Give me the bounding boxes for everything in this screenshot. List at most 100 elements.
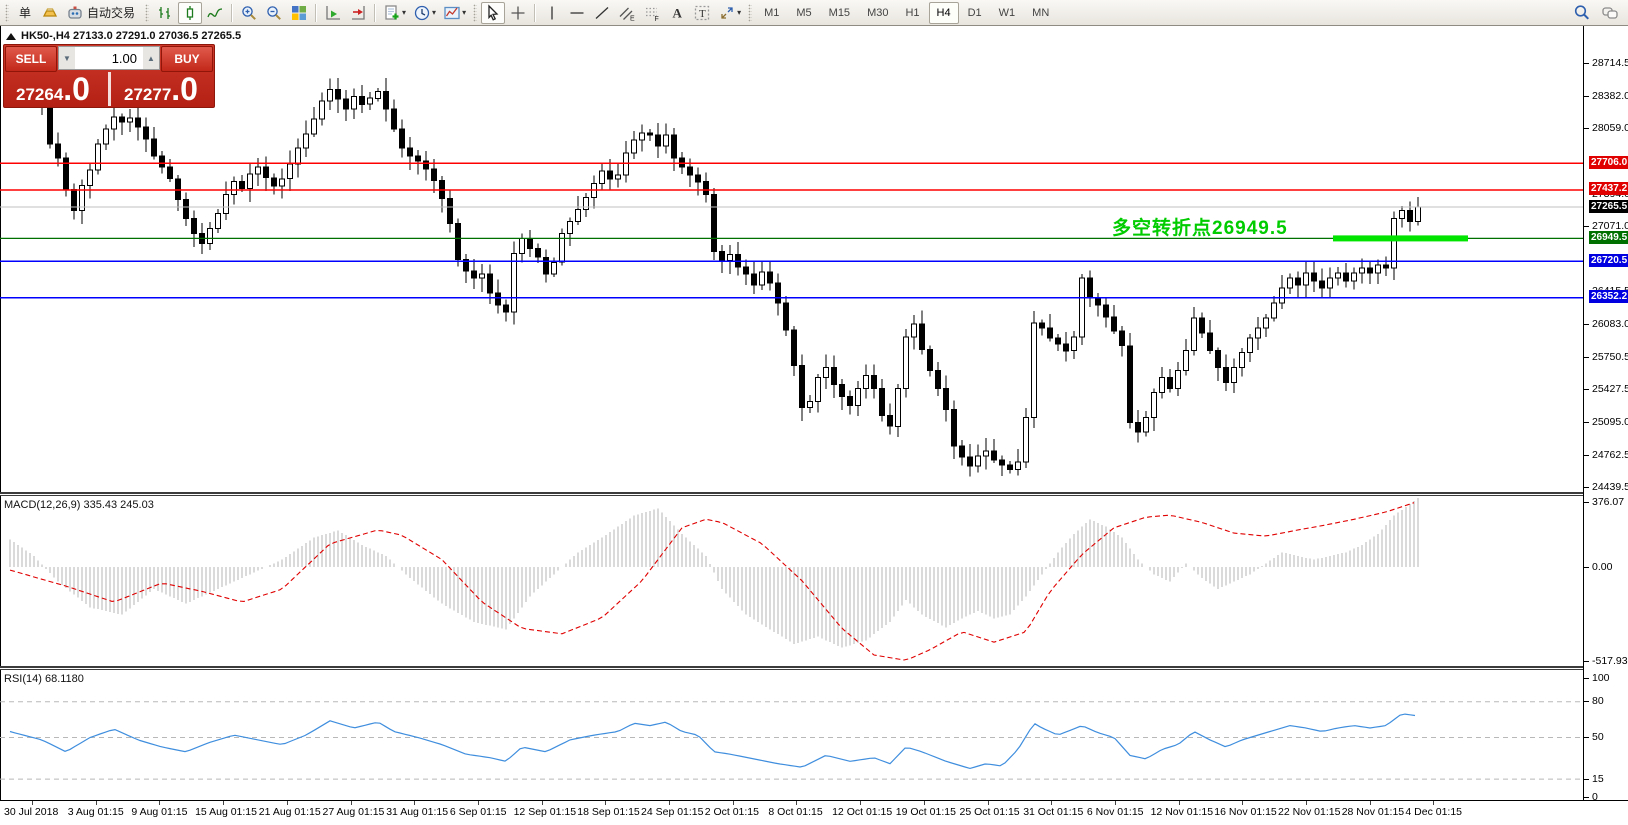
periods-icon[interactable]: ▾ (410, 2, 439, 24)
timeframe-d1-button[interactable]: D1 (967, 6, 982, 19)
volume-down-icon[interactable]: ▼ (59, 47, 75, 69)
time-tick (414, 801, 416, 805)
time-label: 30 Jul 2018 (4, 806, 59, 818)
equidistant-channel-icon[interactable]: E (615, 2, 639, 24)
time-label: 16 Nov 01:15 (1214, 806, 1277, 818)
chart-canvas[interactable] (0, 26, 1583, 492)
axis-tick (1583, 779, 1589, 780)
new-chart-icon[interactable]: ▾ (380, 2, 409, 24)
level-price-tag: 27437.2 (1589, 182, 1628, 195)
tile-windows-icon[interactable] (287, 2, 311, 24)
crosshair-icon[interactable] (506, 2, 530, 24)
timeframe-m15-button[interactable]: M15 (828, 6, 851, 19)
axis-tick (1583, 661, 1589, 662)
toolbar-separator (231, 3, 234, 22)
line-chart-icon[interactable] (203, 2, 227, 24)
macd-signal-line (9, 502, 1415, 661)
annotation-turning-point[interactable]: 多空转折点26949.5 (1112, 218, 1288, 239)
axis-tick (1583, 567, 1589, 568)
chart-shift-icon[interactable] (321, 2, 345, 24)
sell-price[interactable]: 27264.0 (16, 71, 90, 107)
timeframe-mn-button[interactable]: MN (1032, 6, 1050, 19)
time-tick (1433, 801, 1435, 805)
zoom-in-icon[interactable] (237, 2, 261, 24)
axis-tick (1583, 502, 1589, 503)
time-axis-line (0, 800, 1628, 801)
cursor-icon[interactable] (481, 1, 506, 24)
timeframe-h1-button[interactable]: H1 (905, 6, 920, 19)
templates-icon[interactable]: ▾ (440, 2, 469, 24)
svg-text:T: T (699, 8, 706, 20)
trendline-icon[interactable] (590, 2, 614, 24)
toolbar-grip[interactable] (145, 3, 150, 22)
bar-chart-icon[interactable] (153, 2, 177, 24)
rsi-separator[interactable] (0, 666, 1583, 670)
timeframe-h4-button[interactable]: H4 (928, 1, 959, 24)
collapse-panel-icon[interactable] (6, 32, 16, 40)
buy-price[interactable]: 27277.0 (124, 71, 198, 107)
gold-icon[interactable] (38, 2, 62, 24)
toolbar-separator (374, 3, 377, 22)
templates-icon-dropdown[interactable]: ▾ (462, 8, 467, 17)
toolbar-grip[interactable] (473, 3, 478, 22)
time-label: 9 Aug 01:15 (131, 806, 188, 818)
arrows-icon-dropdown[interactable]: ▾ (737, 8, 742, 17)
rsi-axis-label: 0 (1592, 791, 1598, 803)
toolbar-separator (315, 3, 318, 22)
axis-label: 27071.0 (1592, 220, 1628, 232)
axis-label: 25095.0 (1592, 416, 1628, 428)
timeframe-m5-button[interactable]: M5 (796, 6, 812, 19)
svg-text:F: F (655, 16, 659, 22)
buy-button[interactable]: BUY (161, 46, 213, 72)
chat-icon[interactable] (1598, 2, 1622, 24)
autotrading-button[interactable]: 自动交易 (63, 2, 141, 24)
new-order-button[interactable]: 单 (19, 6, 32, 20)
sell-button[interactable]: SELL (5, 46, 57, 72)
search-icon[interactable] (1570, 2, 1594, 24)
svg-text:A: A (673, 5, 683, 20)
axis-label: 28059.0 (1592, 122, 1628, 134)
time-tick (1114, 801, 1116, 805)
axis-label: 26083.0 (1592, 318, 1628, 330)
rsi-canvas[interactable] (0, 670, 1583, 800)
volume-up-icon[interactable]: ▲ (143, 47, 159, 69)
text-label-icon[interactable]: T (690, 2, 714, 24)
rsi-line (9, 713, 1416, 770)
time-tick (286, 801, 288, 805)
time-label: 24 Sep 01:15 (641, 806, 704, 818)
macd-label: MACD(12,26,9) 335.43 245.03 (4, 499, 154, 511)
toolbar-grip[interactable] (748, 3, 753, 22)
volume-input[interactable]: 1.00 (75, 47, 143, 69)
periods-icon-dropdown[interactable]: ▾ (432, 8, 437, 17)
time-tick (223, 801, 225, 805)
one-click-trading-panel: SELL ▼ 1.00 ▲ BUY 27264.0 27277.0 (3, 44, 215, 108)
macd-axis-label: -517.93 (1592, 655, 1628, 667)
time-tick (732, 801, 734, 805)
candlestick-icon[interactable] (178, 1, 203, 24)
macd-canvas[interactable] (0, 496, 1583, 666)
time-label: 25 Oct 01:15 (959, 806, 1020, 818)
volume-stepper[interactable]: ▼ 1.00 ▲ (58, 46, 160, 70)
new-chart-icon-dropdown[interactable]: ▾ (402, 8, 407, 17)
timeframe-m1-button[interactable]: M1 (764, 6, 780, 19)
text-icon[interactable]: A (665, 2, 689, 24)
axis-label: 24762.5 (1592, 449, 1628, 461)
rsi-axis-label: 15 (1592, 773, 1604, 785)
fibonacci-icon[interactable]: F (640, 2, 664, 24)
axis-tick (1583, 455, 1589, 456)
timeframe-m30-button[interactable]: M30 (867, 6, 889, 19)
time-tick (159, 801, 161, 805)
time-tick (1306, 801, 1307, 805)
auto-scroll-icon[interactable] (346, 2, 370, 24)
axis-tick (1583, 701, 1589, 702)
timeframe-w1-button[interactable]: W1 (998, 6, 1016, 19)
arrows-icon[interactable]: ▾ (715, 2, 744, 24)
toolbar-grip[interactable] (5, 3, 9, 22)
time-label: 22 Nov 01:15 (1278, 806, 1341, 818)
zoom-out-icon[interactable] (262, 2, 286, 24)
macd-separator[interactable] (0, 492, 1583, 496)
vertical-line-icon[interactable] (540, 2, 564, 24)
time-label: 4 Dec 01:15 (1405, 806, 1463, 818)
horizontal-line-icon[interactable] (565, 2, 589, 24)
time-tick (796, 801, 798, 805)
